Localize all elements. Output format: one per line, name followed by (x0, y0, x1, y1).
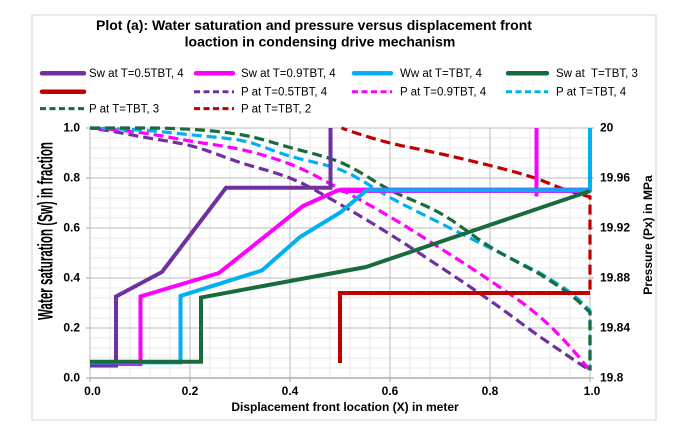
svg-text:P at T=0.9TBT, 4: P at T=0.9TBT, 4 (400, 87, 487, 99)
svg-text:P at T=TBT, 4: P at T=TBT, 4 (556, 87, 627, 99)
svg-text:0.2: 0.2 (182, 384, 199, 398)
svg-text:0.8: 0.8 (63, 171, 80, 185)
svg-text:0.6: 0.6 (382, 384, 399, 398)
svg-text:P at T=0.5TBT, 4: P at T=0.5TBT, 4 (241, 87, 328, 99)
svg-text:19.8: 19.8 (600, 371, 624, 385)
svg-text:Ww at T=TBT, 4: Ww at T=TBT, 4 (400, 68, 483, 80)
svg-text:0.0: 0.0 (84, 384, 101, 398)
svg-text:Water saturation (Sw) in fract: Water saturation (Sw) in fraction (34, 142, 58, 320)
svg-text:19.84: 19.84 (600, 321, 630, 335)
svg-text:19.96: 19.96 (600, 171, 630, 185)
svg-text:0.6: 0.6 (63, 221, 80, 235)
svg-text:19.92: 19.92 (600, 221, 630, 235)
svg-text:1.0: 1.0 (63, 121, 80, 135)
svg-text:0.4: 0.4 (282, 384, 299, 398)
svg-text:0.2: 0.2 (63, 321, 80, 335)
svg-text:loaction in condensing drive m: loaction in condensing drive mechanism (185, 34, 456, 50)
svg-text:1.0: 1.0 (584, 384, 601, 398)
svg-text:Sw at T=TBT, 3: Sw at T=TBT, 3 (556, 68, 638, 80)
svg-text:Displacement front location (X: Displacement front location (X) in meter (231, 400, 459, 414)
svg-text:19.88: 19.88 (600, 271, 630, 285)
svg-text:0.8: 0.8 (482, 384, 499, 398)
svg-text:Sw at T=0.5TBT, 4: Sw at T=0.5TBT, 4 (89, 68, 184, 80)
svg-text:Sw at T=0.9TBT, 4: Sw at T=0.9TBT, 4 (241, 68, 336, 80)
svg-text:0.0: 0.0 (63, 371, 80, 385)
svg-text:Plot (a): Water saturation and: Plot (a): Water saturation and pressure … (96, 17, 532, 33)
svg-text:0.4: 0.4 (63, 271, 80, 285)
svg-text:P at T=TBT, 3: P at T=TBT, 3 (89, 103, 159, 115)
svg-text:20: 20 (600, 121, 614, 135)
svg-text:Pressure (Px) in MPa: Pressure (Px) in MPa (641, 175, 655, 295)
svg-text:P at T=TBT, 2: P at T=TBT, 2 (241, 103, 311, 115)
